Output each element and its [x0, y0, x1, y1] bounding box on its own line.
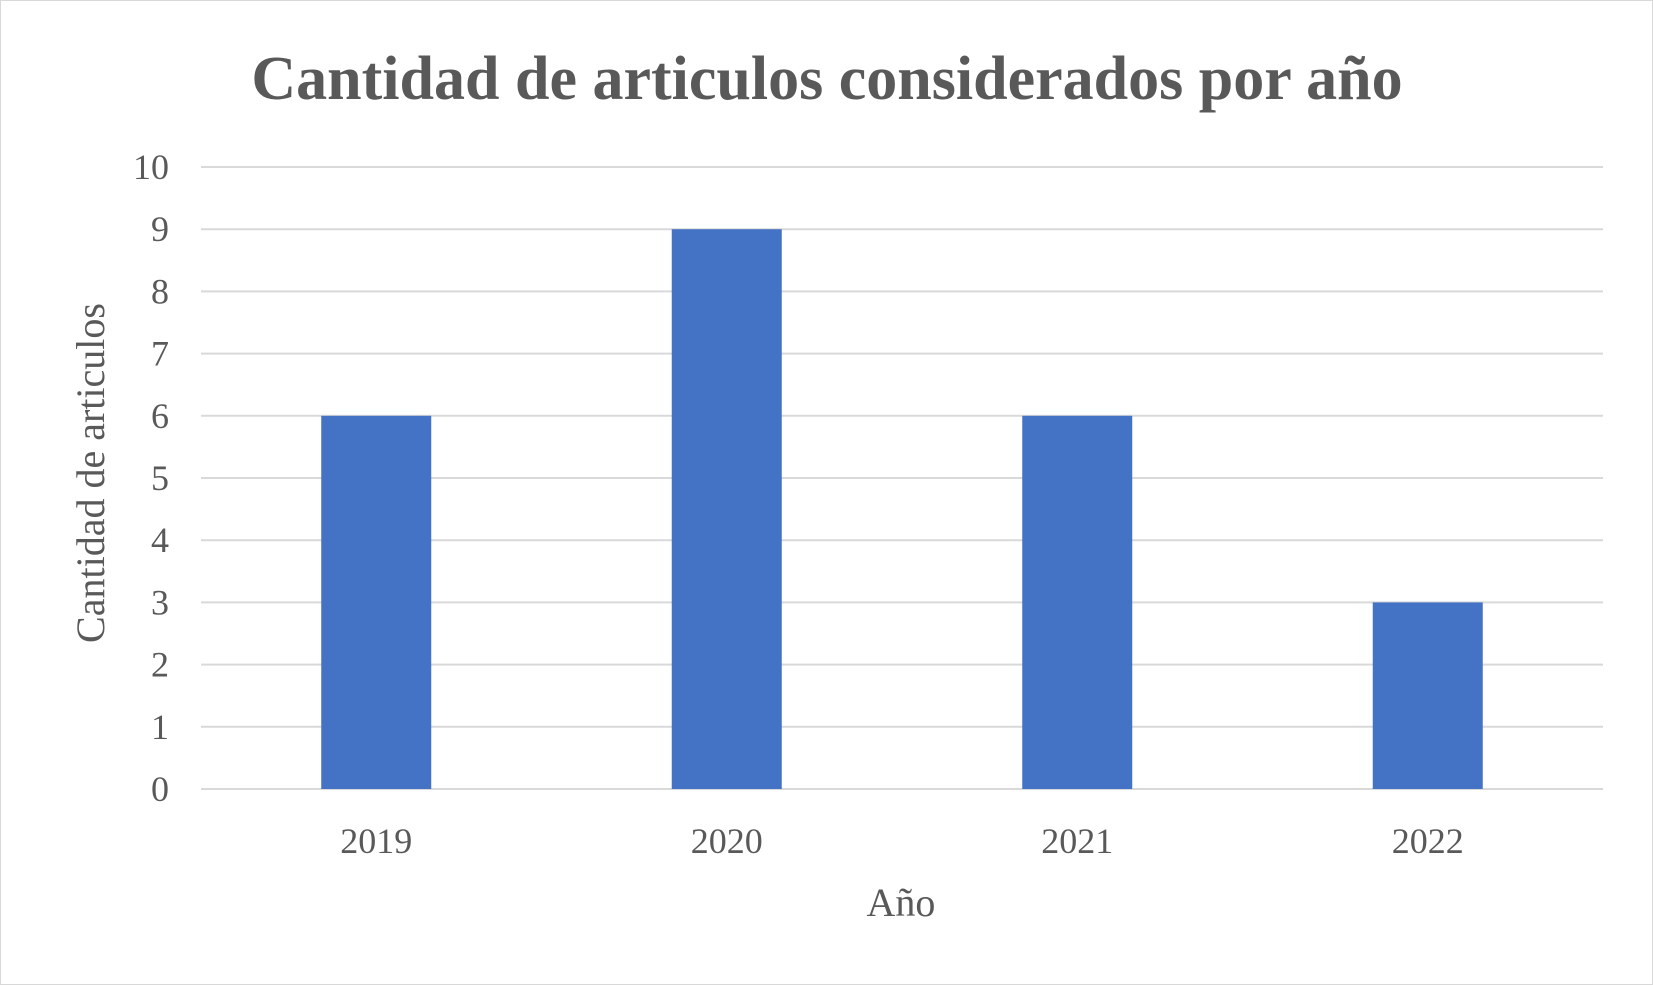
y-tick-label: 10 [133, 147, 169, 187]
x-axis-label: Año [867, 880, 936, 925]
chart-title: Cantidad de articulos considerados por a… [251, 45, 1402, 113]
x-tick-label: 2022 [1392, 821, 1464, 861]
y-tick-label: 3 [151, 582, 169, 622]
bar-2020 [671, 229, 782, 789]
y-tick-label: 8 [151, 271, 169, 311]
x-tick-label: 2021 [1041, 821, 1113, 861]
y-tick-label: 0 [151, 769, 169, 809]
bars [321, 229, 1483, 789]
y-tick-label: 1 [151, 707, 169, 747]
x-tick-labels: 2019 2020 2021 2022 [340, 821, 1464, 861]
x-tick-label: 2019 [340, 821, 412, 861]
y-axis-label: Cantidad de articulos [68, 303, 113, 643]
bar-2019 [321, 415, 432, 789]
x-tick-label: 2020 [691, 821, 763, 861]
y-tick-label: 9 [151, 209, 169, 249]
y-tick-label: 6 [151, 396, 169, 436]
y-tick-label: 2 [151, 645, 169, 685]
bar-2022 [1372, 602, 1483, 789]
bar-2021 [1022, 415, 1133, 789]
y-tick-label: 5 [151, 458, 169, 498]
y-tick-labels: 0 1 2 3 4 5 6 7 8 9 10 [133, 147, 169, 809]
y-tick-label: 4 [151, 520, 169, 560]
gridlines [201, 166, 1603, 790]
y-tick-label: 7 [151, 334, 169, 374]
